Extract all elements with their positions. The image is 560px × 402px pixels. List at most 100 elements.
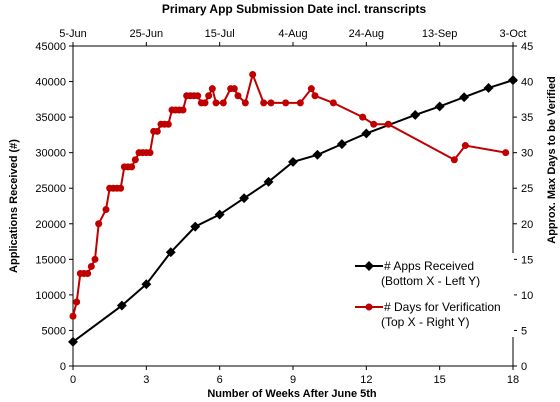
days-data-point [87,262,95,270]
apps-data-point [483,83,494,93]
chart-title: Primary App Submission Date incl. transc… [162,2,427,16]
days-data-point [164,120,172,128]
top-tick-label: 3-Oct [500,28,527,40]
top-tick-label: 4-Aug [278,28,307,40]
days-data-point [102,206,110,214]
days-data-point [370,120,378,128]
legend-marker-days [365,303,373,311]
days-data-point [219,99,227,107]
days-data-point [146,149,154,157]
y2-axis-title: Approx. Max Days to be Verified [546,76,558,244]
top-tick-label: 25-Jun [130,28,164,40]
y2-tick-label: 5 [521,325,527,337]
days-data-point [329,99,337,107]
days-data-point [69,312,77,320]
days-data-point [131,156,139,164]
apps-data-point [459,92,470,103]
days-data-point [249,70,257,78]
legend-marker-apps [364,261,374,271]
apps-data-point [508,75,518,86]
x-tick-label: 15 [434,374,446,386]
top-tick-label: 15-Jul [205,28,235,40]
apps-data-point [336,139,347,150]
y-tick-label: 10000 [35,290,66,302]
y-tick-label: 0 [60,361,66,373]
days-data-point [502,149,510,157]
top-tick-label: 13-Sep [422,28,457,40]
y-tick-label: 45000 [35,41,66,53]
y2-tick-label: 0 [521,361,527,373]
days-data-point [307,85,315,93]
x-axis-title: Number of Weeks After June 5th [207,388,377,400]
y-tick-label: 5000 [42,325,66,337]
days-data-point [461,142,469,150]
legend-note-apps: (Bottom X - Left Y) [381,274,480,288]
days-data-point [450,156,458,164]
legend: # Apps Received (Bottom X - Left Y) # Da… [352,253,514,337]
y-tick-label: 40000 [35,77,66,89]
days-data-point [230,85,238,93]
days-data-point [84,270,92,278]
days-data-point [384,120,392,128]
bottom-x-axis-ticks: 0 3 6 9 12 15 18 [70,366,519,386]
days-data-point [205,92,213,100]
y-tick-label: 15000 [35,254,66,266]
apps-data-point [239,193,250,204]
y-tick-label: 30000 [35,148,66,160]
days-data-point [260,99,268,107]
days-data-point [73,298,81,306]
y-axis-title: Applications Received (#) [8,139,20,273]
x-tick-label: 12 [360,374,372,386]
apps-data-point [312,149,323,160]
apps-data-point [263,176,274,187]
apps-data-point [434,101,445,112]
y2-tick-label: 10 [521,290,533,302]
y-tick-label: 35000 [35,112,66,124]
days-data-point [241,99,249,107]
days-data-point [359,113,367,121]
days-data-point [117,184,125,192]
y2-tick-label: 45 [521,41,533,53]
left-y-axis-ticks: 0 5000 10000 15000 20000 25000 30000 35000 40000… [35,41,73,373]
top-tick-label: 24-Aug [349,28,384,40]
days-data-point [208,85,216,93]
x-tick-label: 6 [217,374,223,386]
y2-tick-label: 40 [521,77,533,89]
legend-note-days: (Top X - Right Y) [381,315,469,329]
x-tick-label: 18 [507,374,519,386]
top-tick-label: 5-Jun [59,28,87,40]
days-data-point [282,99,290,107]
days-data-point [91,255,99,263]
days-data-point [212,99,220,107]
apps-data-point [165,247,176,258]
apps-data-point [141,279,152,290]
days-data-point [201,99,209,107]
days-data-point [95,220,103,228]
days-data-point [234,92,242,100]
y2-tick-label: 35 [521,112,533,124]
days-data-point [153,127,161,135]
legend-label-days: # Days for Verification [384,300,501,314]
right-y-axis-ticks: 0 5 10 15 20 25 30 35 40 45 [513,41,533,373]
apps-data-point [361,128,372,139]
y2-tick-label: 15 [521,254,533,266]
days-data-point [179,106,187,114]
x-tick-label: 0 [70,374,76,386]
series-layer [68,70,518,347]
days-data-point [267,99,275,107]
apps-data-point [288,156,298,167]
y2-tick-label: 25 [521,183,533,195]
apps-data-point [410,110,421,120]
y2-tick-label: 30 [521,148,533,160]
days-data-point [296,99,304,107]
days-data-point [194,92,202,100]
days-data-point [311,92,319,100]
days-data-point [128,163,136,171]
apps-data-point [190,221,201,232]
y-tick-label: 25000 [35,183,66,195]
top-x-axis-ticks: 5-Jun 25-Jun 15-Jul 4-Aug 24-Aug 13-Sep 3-Oct [59,28,526,46]
y2-tick-label: 20 [521,219,533,231]
y-tick-label: 20000 [35,219,66,231]
legend-label-apps: # Apps Received [384,259,474,273]
